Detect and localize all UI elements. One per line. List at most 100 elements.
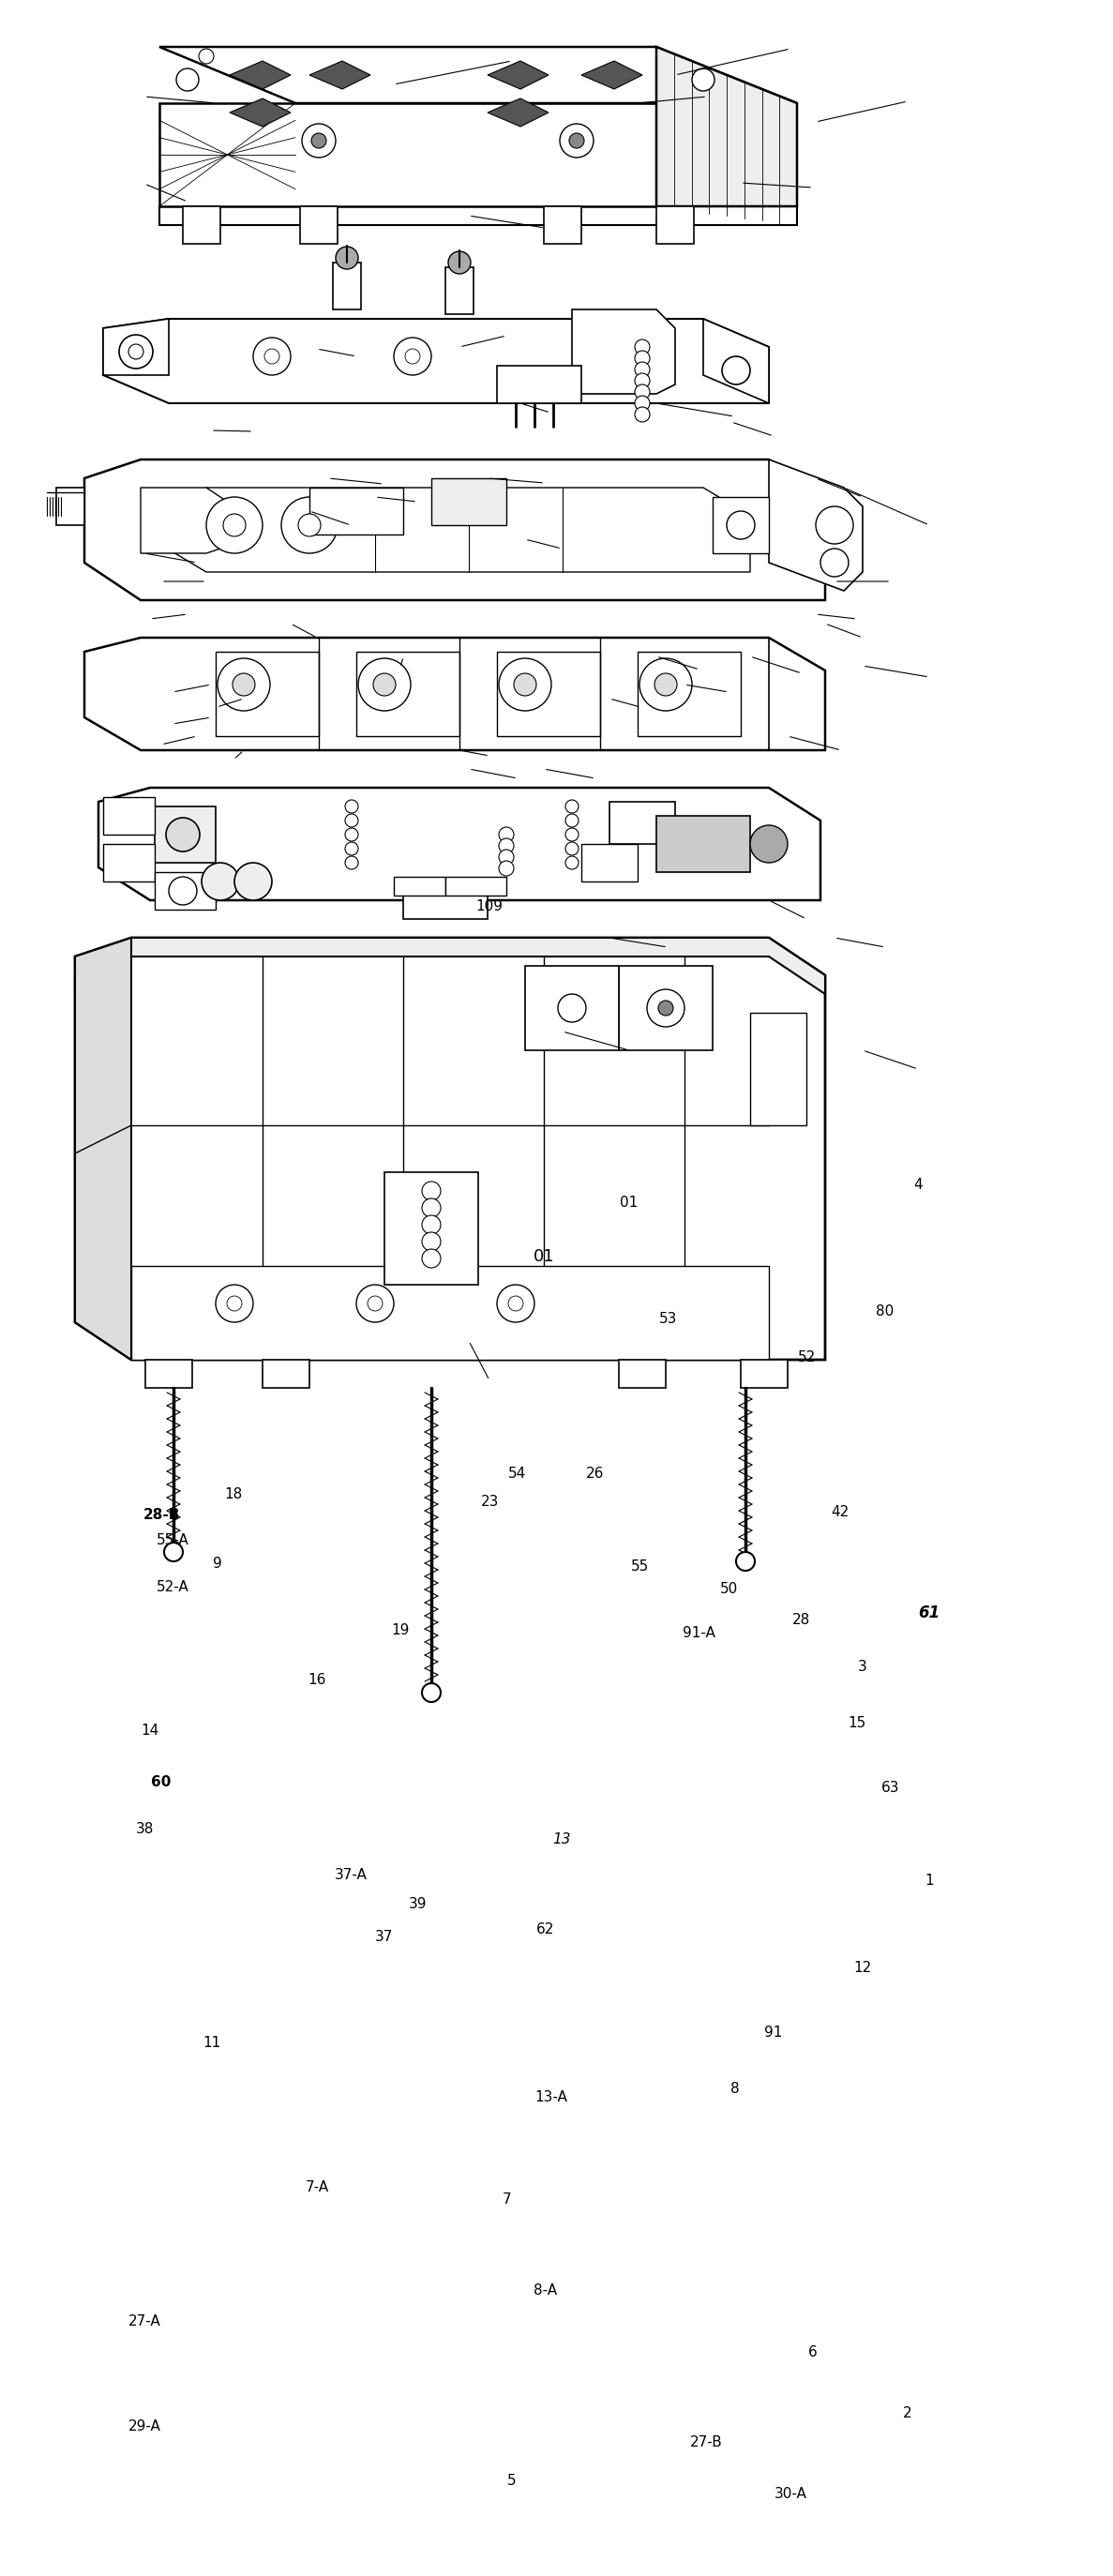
Circle shape: [509, 1296, 523, 1311]
Text: 52-A: 52-A: [156, 1579, 189, 1595]
Polygon shape: [619, 1360, 666, 1388]
Text: 01: 01: [533, 1249, 554, 1265]
Text: 23: 23: [481, 1494, 499, 1510]
Text: 27-B: 27-B: [690, 2434, 723, 2450]
Text: 3: 3: [858, 1659, 867, 1674]
Circle shape: [298, 513, 321, 536]
Circle shape: [634, 363, 650, 376]
Text: 53: 53: [659, 1311, 677, 1327]
Polygon shape: [131, 1265, 769, 1360]
Circle shape: [422, 1682, 441, 1703]
Circle shape: [692, 70, 715, 90]
Text: 63: 63: [881, 1780, 899, 1795]
Polygon shape: [610, 801, 676, 845]
Circle shape: [514, 672, 536, 696]
Circle shape: [367, 1296, 383, 1311]
Text: 30-A: 30-A: [774, 2486, 807, 2501]
Polygon shape: [572, 309, 676, 394]
Polygon shape: [769, 459, 863, 590]
Text: 19: 19: [392, 1623, 410, 1638]
Text: 50: 50: [720, 1582, 738, 1597]
Polygon shape: [356, 652, 460, 737]
Polygon shape: [384, 1172, 479, 1285]
Polygon shape: [445, 268, 473, 314]
Polygon shape: [85, 459, 825, 600]
Circle shape: [565, 801, 579, 814]
Polygon shape: [638, 652, 741, 737]
Circle shape: [498, 1285, 534, 1321]
Polygon shape: [581, 845, 638, 881]
Text: 109: 109: [476, 899, 503, 914]
Circle shape: [227, 1296, 242, 1311]
Circle shape: [128, 345, 144, 358]
Polygon shape: [309, 487, 403, 533]
Circle shape: [345, 827, 358, 842]
Polygon shape: [140, 487, 235, 554]
Text: 80: 80: [876, 1303, 894, 1319]
Text: 15: 15: [848, 1716, 866, 1731]
Circle shape: [634, 350, 650, 366]
Text: 4: 4: [914, 1177, 923, 1193]
Circle shape: [499, 860, 514, 876]
Text: 13-A: 13-A: [534, 2089, 568, 2105]
Text: 26: 26: [587, 1466, 604, 1481]
Circle shape: [727, 510, 755, 538]
Polygon shape: [104, 796, 155, 835]
Circle shape: [176, 70, 199, 90]
Circle shape: [206, 497, 263, 554]
Text: 28: 28: [792, 1613, 810, 1628]
Text: 54: 54: [509, 1466, 526, 1481]
Circle shape: [820, 549, 848, 577]
Polygon shape: [229, 62, 290, 90]
Circle shape: [722, 355, 750, 384]
Circle shape: [565, 827, 579, 842]
Polygon shape: [75, 938, 825, 994]
Text: 9: 9: [213, 1556, 221, 1571]
Circle shape: [634, 340, 650, 355]
Circle shape: [565, 814, 579, 827]
Polygon shape: [712, 497, 769, 554]
Polygon shape: [498, 652, 600, 737]
Polygon shape: [159, 103, 657, 206]
Circle shape: [336, 247, 358, 268]
Text: 91: 91: [765, 2025, 782, 2040]
Circle shape: [201, 863, 239, 899]
Polygon shape: [183, 206, 220, 245]
Circle shape: [634, 374, 650, 389]
Circle shape: [658, 999, 673, 1015]
Circle shape: [634, 397, 650, 410]
Text: 12: 12: [854, 1960, 871, 1976]
Circle shape: [422, 1216, 441, 1234]
Polygon shape: [104, 845, 155, 881]
Text: 39: 39: [408, 1896, 426, 1911]
Circle shape: [233, 672, 255, 696]
Text: 8-A: 8-A: [533, 2282, 558, 2298]
Polygon shape: [155, 806, 216, 863]
Text: 60: 60: [151, 1775, 171, 1790]
Polygon shape: [750, 1012, 807, 1126]
Polygon shape: [85, 639, 825, 750]
Text: 55-A: 55-A: [156, 1533, 189, 1548]
Circle shape: [422, 1198, 441, 1218]
Polygon shape: [394, 876, 445, 896]
Circle shape: [345, 814, 358, 827]
Text: 61: 61: [918, 1605, 940, 1620]
Text: 2: 2: [903, 2406, 912, 2421]
Polygon shape: [104, 319, 769, 404]
Text: 6: 6: [808, 2344, 817, 2360]
Polygon shape: [403, 881, 487, 920]
Text: 37-A: 37-A: [334, 1868, 367, 1883]
Polygon shape: [487, 98, 549, 126]
Text: 29-A: 29-A: [128, 2419, 161, 2434]
Circle shape: [373, 672, 396, 696]
Circle shape: [358, 659, 411, 711]
Text: 5: 5: [508, 2473, 516, 2488]
Circle shape: [302, 124, 336, 157]
Text: 37: 37: [375, 1929, 393, 1945]
Text: 11: 11: [203, 2035, 220, 2050]
Polygon shape: [619, 966, 712, 1051]
Polygon shape: [657, 817, 750, 873]
Circle shape: [565, 842, 579, 855]
Text: 7-A: 7-A: [305, 2179, 329, 2195]
Polygon shape: [159, 46, 797, 103]
